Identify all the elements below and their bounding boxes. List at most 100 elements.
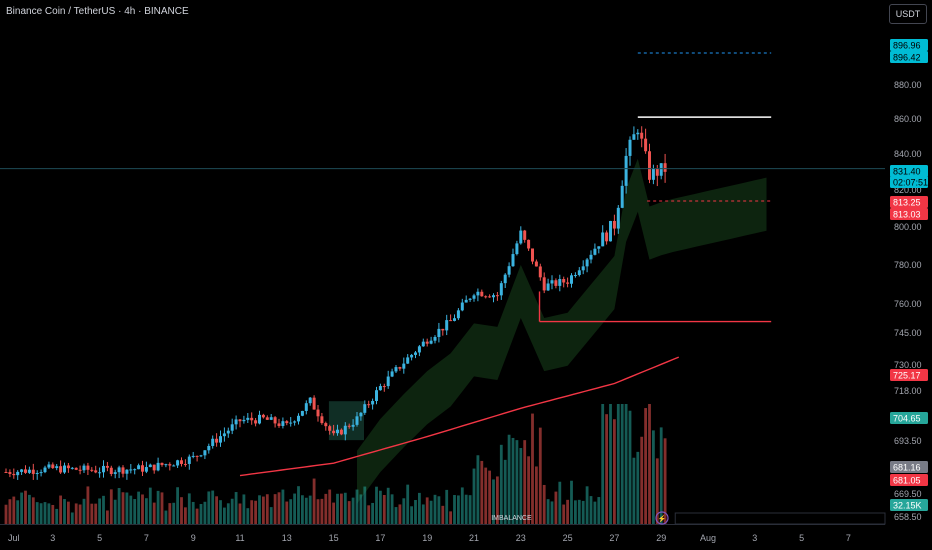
- volume-bar: [102, 495, 105, 524]
- candle-body: [261, 414, 265, 418]
- candle-body: [59, 466, 63, 473]
- volume-bar: [156, 490, 160, 524]
- candle-body: [242, 419, 246, 422]
- candle-body: [339, 429, 343, 435]
- candle-body: [585, 259, 589, 267]
- candle-body: [531, 248, 534, 262]
- candle-body: [281, 421, 285, 426]
- volume-bar: [546, 499, 550, 524]
- volume-bar: [538, 427, 542, 524]
- price-tick-label: 860.00: [894, 114, 922, 124]
- currency-button[interactable]: USDT: [889, 4, 927, 24]
- candle-body: [655, 168, 659, 176]
- volume-bar: [289, 499, 293, 524]
- candle-body: [176, 460, 180, 466]
- candle-body: [441, 328, 445, 331]
- volume-bar: [620, 404, 624, 524]
- price-tick-label: 780.00: [894, 260, 922, 270]
- volume-bar: [125, 492, 129, 524]
- time-tick-label: 9: [191, 533, 196, 543]
- volume-bar: [191, 501, 195, 524]
- candle-body: [316, 409, 320, 417]
- candle-body: [121, 467, 125, 474]
- price-tag-label: 831.40: [893, 167, 921, 177]
- time-tick-label: 5: [97, 533, 102, 543]
- volume-bar: [176, 487, 179, 524]
- price-tag-label: 32.15K: [893, 501, 922, 511]
- volume-bar: [121, 492, 125, 524]
- volume-bar: [219, 500, 222, 524]
- volume-bar: [12, 496, 16, 524]
- candle-body: [581, 266, 585, 271]
- time-tick-label: 25: [563, 533, 573, 543]
- volume-bar: [145, 498, 148, 524]
- candle-body: [156, 462, 160, 471]
- candle-body: [558, 279, 562, 286]
- volume-bar: [47, 503, 51, 524]
- candle-body: [8, 472, 12, 474]
- volume-bar: [70, 512, 74, 524]
- candle-body: [297, 415, 300, 422]
- volume-bar: [113, 499, 117, 524]
- candle-body: [4, 472, 8, 473]
- volume-bar: [562, 504, 566, 524]
- candle-body: [102, 465, 105, 473]
- candle-body: [55, 466, 59, 469]
- volume-bar: [4, 504, 8, 524]
- imbalance-label: IMBALANCE: [491, 515, 532, 522]
- volume-bar: [566, 499, 569, 524]
- volume-bar: [468, 495, 472, 524]
- volume-bar: [418, 492, 421, 524]
- candle-body: [137, 465, 141, 470]
- volume-bar: [273, 494, 277, 524]
- volume-bar: [480, 460, 484, 524]
- volume-bar: [371, 502, 374, 524]
- volume-bar: [258, 495, 261, 524]
- volume-bar: [340, 493, 343, 524]
- volume-bar: [24, 490, 27, 524]
- volume-bar: [386, 487, 390, 524]
- volume-bar: [28, 494, 31, 524]
- price-axis[interactable]: 880.00 860.00 840.00 820.00 800.00 780.00 760.…: [894, 80, 922, 522]
- price-tick-label: 669.50: [894, 489, 922, 499]
- volume-bar: [488, 470, 491, 524]
- volume-bar: [476, 455, 480, 524]
- price-tag-label: 681.05: [893, 476, 921, 486]
- candle-body: [39, 472, 43, 474]
- candle-body: [390, 371, 394, 377]
- time-tick-label: 23: [516, 533, 526, 543]
- candle-body: [410, 354, 414, 358]
- cloud-layer: [328, 158, 767, 504]
- candle-body: [133, 469, 137, 471]
- volume-bar: [636, 451, 640, 524]
- volume-bar: [558, 481, 562, 524]
- candle-body: [207, 445, 211, 451]
- candle-body: [445, 320, 449, 331]
- time-tick-label: 15: [329, 533, 339, 543]
- candle-body: [492, 295, 495, 298]
- volume-bar: [527, 456, 530, 524]
- volume-bar: [332, 502, 335, 524]
- volume-bar: [410, 506, 413, 524]
- candle-body: [332, 430, 336, 434]
- candle-body: [351, 424, 355, 427]
- candle-body: [628, 139, 632, 156]
- volume-bar: [421, 504, 425, 524]
- time-axis[interactable]: Jul 3 5 7 9 11 13 15 17 19 21 23 25 27 29 Aug 3 5 7: [8, 533, 851, 543]
- candle-body: [320, 416, 324, 424]
- volume-bar: [180, 497, 183, 524]
- volume-bar: [589, 496, 593, 524]
- volume-bar: [94, 503, 98, 524]
- price-tag-badge: [890, 412, 928, 424]
- candle-body: [148, 464, 152, 468]
- volume-bar: [246, 508, 250, 524]
- volume-bar: [355, 489, 359, 524]
- candle-body: [324, 423, 328, 427]
- candle-body: [47, 464, 51, 468]
- volume-bar: [16, 500, 20, 524]
- candle-body: [488, 296, 492, 298]
- candle-body: [519, 230, 523, 244]
- price-tag-badge: [890, 196, 928, 208]
- time-tick-label: Aug: [700, 533, 716, 543]
